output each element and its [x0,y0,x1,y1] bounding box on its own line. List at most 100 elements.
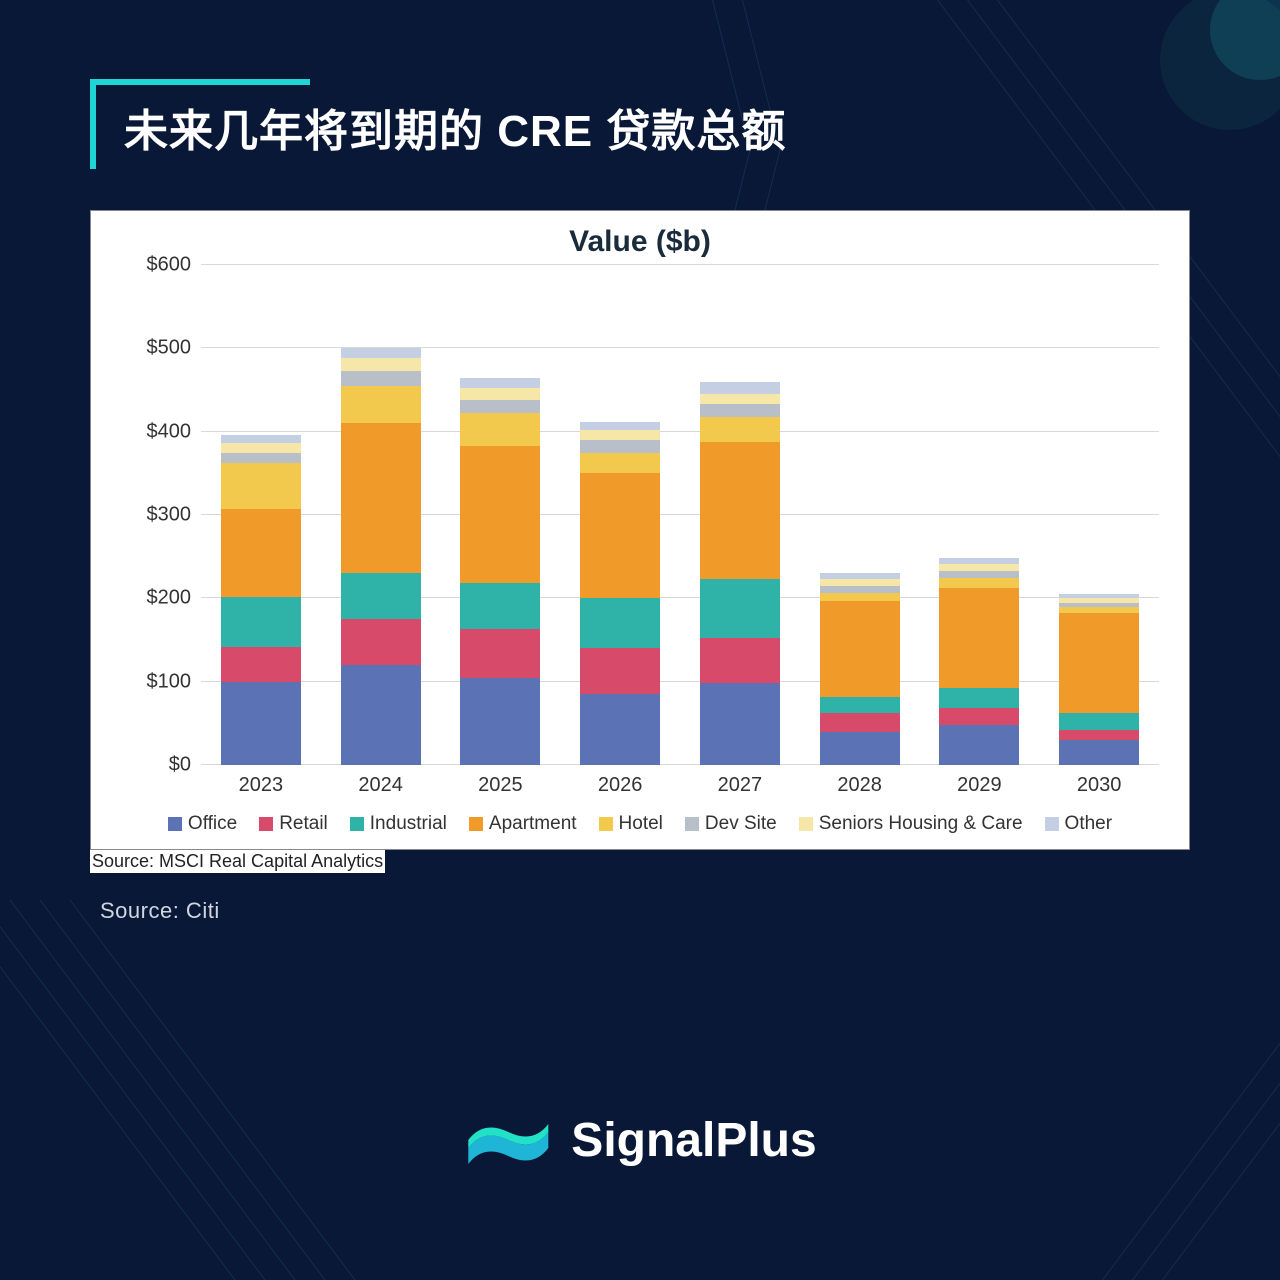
bar-segment [939,725,1019,765]
x-tick-label: 2026 [580,774,660,797]
bar-segment [700,442,780,580]
bar-column [460,378,540,765]
brand-name: SignalPlus [571,1113,816,1168]
bar-segment [580,453,660,474]
legend-label: Hotel [619,813,663,835]
y-tick-label: $400 [111,420,191,443]
bar-segment [460,388,540,401]
bar-segment [1059,730,1139,740]
bar-segment [700,579,780,637]
legend-label: Dev Site [705,813,777,835]
x-tick-label: 2027 [700,774,780,797]
bar-segment [820,697,900,714]
bar-segment [820,601,900,697]
legend-item: Seniors Housing & Care [799,813,1023,835]
page-title-block: 未来几年将到期的 CRE 贷款总额 [90,85,786,169]
bar-segment [341,423,421,573]
legend-swatch [350,817,364,831]
legend-swatch [685,817,699,831]
legend-item: Other [1045,813,1113,835]
legend-swatch [259,817,273,831]
bar-segment [939,564,1019,571]
y-tick-label: $100 [111,670,191,693]
legend-item: Office [168,813,237,835]
page-title: 未来几年将到期的 CRE 贷款总额 [124,95,786,159]
legend-item: Retail [259,813,328,835]
bar-segment [580,473,660,598]
legend-swatch [469,817,483,831]
bar-column [341,348,421,765]
bar-column [700,382,780,765]
bar-segment [221,443,301,453]
x-tick-label: 2030 [1059,774,1139,797]
legend-item: Industrial [350,813,447,835]
bar-segment [580,430,660,440]
bar-segment [1059,740,1139,765]
bar-segment [580,598,660,648]
bar-column [1059,594,1139,765]
chart-legend: Office Retail Industrial Apartment Hotel Dev … [91,805,1189,849]
y-tick-label: $0 [111,754,191,777]
bar-segment [221,463,301,509]
bar-column [221,435,301,765]
legend-label: Other [1065,813,1113,835]
x-tick-label: 2028 [820,774,900,797]
legend-label: Seniors Housing & Care [819,813,1023,835]
legend-label: Office [188,813,237,835]
bar-segment [221,509,301,597]
bar-segment [341,619,421,665]
y-tick-label: $600 [111,254,191,277]
legend-label: Apartment [489,813,577,835]
bar-column [580,422,660,765]
bar-segment [341,386,421,424]
bar-segment [580,422,660,430]
bar-segment [820,713,900,731]
chart-bars [201,265,1159,765]
bar-segment [700,404,780,417]
bar-segment [341,348,421,358]
bar-segment [460,583,540,629]
bar-segment [700,638,780,684]
bar-segment [700,417,780,442]
bar-segment [820,732,900,765]
bar-segment [460,446,540,584]
legend-label: Retail [279,813,328,835]
brand-logo-icon [463,1110,553,1170]
x-tick-label: 2029 [939,774,1019,797]
bar-segment [221,682,301,765]
y-tick-label: $500 [111,337,191,360]
bar-segment [580,440,660,453]
bar-segment [1059,713,1139,730]
bar-segment [939,578,1019,588]
bar-column [820,573,900,765]
x-tick-label: 2023 [221,774,301,797]
bar-segment [460,678,540,766]
bar-segment [221,597,301,647]
chart-source-note: Source: MSCI Real Capital Analytics [90,850,385,873]
legend-item: Dev Site [685,813,777,835]
bar-segment [939,708,1019,725]
legend-item: Hotel [599,813,663,835]
bar-segment [460,413,540,446]
bar-segment [341,573,421,619]
chart-container: Value ($b) $0$100$200$300$400$500$600 20… [90,210,1190,850]
bar-segment [820,586,900,593]
bar-segment [820,579,900,586]
x-tick-label: 2024 [341,774,421,797]
bar-segment [700,394,780,404]
bar-segment [221,435,301,443]
bar-segment [460,400,540,413]
bar-segment [341,665,421,765]
bar-segment [341,371,421,386]
y-tick-label: $300 [111,504,191,527]
bar-segment [580,648,660,694]
x-axis-labels: 20232024202520262027202820292030 [201,765,1159,805]
bar-segment [939,571,1019,578]
page-source-note: Source: Citi [100,898,220,924]
bar-segment [221,453,301,463]
bar-segment [700,382,780,395]
bar-segment [1059,607,1139,614]
bar-segment [700,683,780,765]
bar-column [939,558,1019,765]
brand-block: SignalPlus [463,1110,816,1170]
